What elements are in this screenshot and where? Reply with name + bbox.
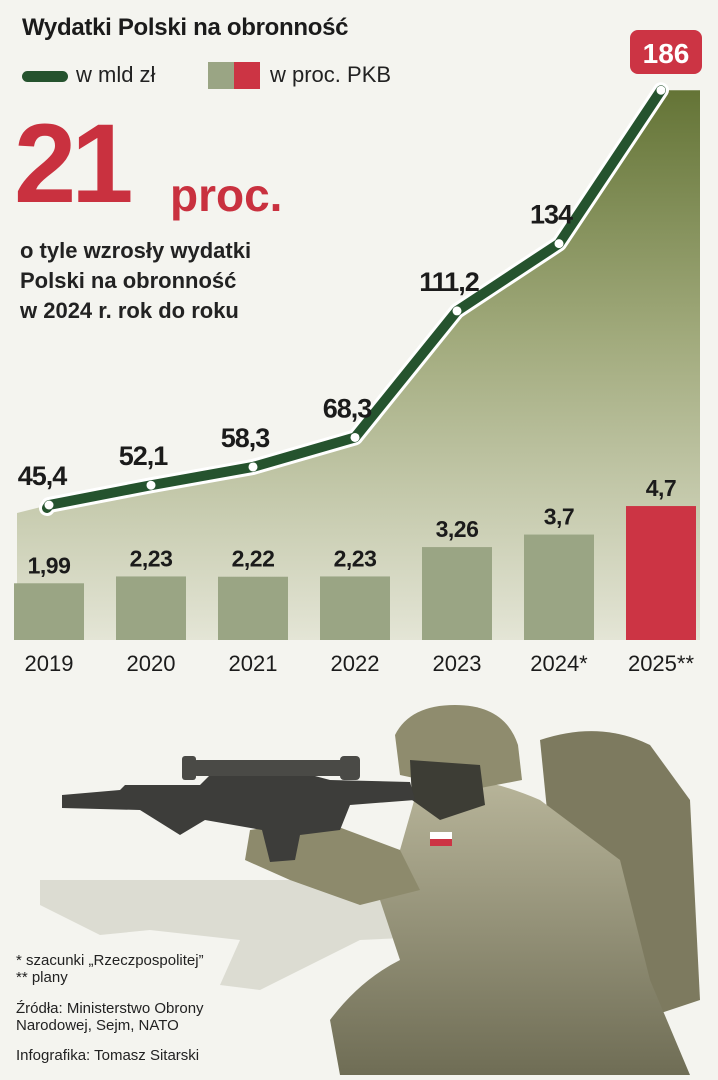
bar-2020 [116, 576, 186, 640]
category-label-3: 2022 [331, 651, 380, 676]
bar-label-5: 3,7 [544, 504, 574, 530]
line-label-6: 186 [643, 38, 690, 69]
line-point-2020 [146, 480, 156, 490]
bars-layer [14, 506, 696, 640]
soldier-illustration [62, 705, 700, 1075]
legend-bar-swatch-green [208, 62, 234, 89]
sources: Źródła: Ministerstwo Obrony Narodowej, S… [16, 1000, 204, 1034]
area-fill-layer [17, 90, 700, 641]
credit: Infografika: Tomasz Sitarski [16, 1047, 200, 1064]
highlight-unit: proc. [170, 169, 283, 221]
line-point-2024 [554, 239, 564, 249]
highlight-line-2: Polski na obronność [20, 268, 237, 293]
sources-line-2: Narodowej, Sejm, NATO [16, 1017, 179, 1034]
labels-layer: 45,4 52,1 58,3 68,3 111,2 134 186 1,99 2,23 2,22 2… [18, 30, 702, 676]
bar-label-4: 3,26 [436, 516, 479, 542]
line-point-2021 [248, 462, 258, 472]
bar-label-1: 2,23 [130, 545, 173, 571]
line-label-box [630, 30, 702, 74]
footnote-plans: ** plany [16, 969, 68, 986]
bar-2021 [218, 576, 288, 640]
line-label-4: 111,2 [419, 267, 479, 297]
category-label-2: 2021 [229, 651, 278, 676]
line-label-0: 45,4 [18, 461, 68, 491]
highlight-number: 21 [14, 101, 134, 226]
line-series [42, 85, 666, 513]
legend-line-label: w mld zł [76, 62, 156, 87]
category-label-0: 2019 [25, 651, 74, 676]
category-label-5: 2024* [530, 651, 588, 676]
category-label-1: 2020 [127, 651, 176, 676]
category-label-4: 2023 [433, 651, 482, 676]
line-label-5: 134 [530, 200, 573, 230]
footnote-estimates: * szacunki „Rzeczpospolitej” [16, 952, 204, 969]
bar-2023 [422, 547, 492, 640]
legend-line-swatch [22, 71, 68, 82]
bar-2022 [320, 576, 390, 640]
bar-label-3: 2,23 [334, 545, 377, 571]
shadow-illustration [40, 880, 470, 990]
bar-label-2: 2,22 [232, 546, 275, 572]
line-label-highlight: 186 [630, 30, 702, 74]
highlight-description: o tyle wzrosły wydatki Polski na obronno… [20, 236, 251, 326]
highlight-line-3: w 2024 r. rok do roku [20, 298, 239, 323]
legend-bar-label: w proc. PKB [270, 62, 392, 87]
line-layer [39, 82, 669, 516]
line-label-1: 52,1 [119, 441, 169, 471]
line-point-2023 [452, 306, 462, 316]
highlight-line-1: o tyle wzrosły wydatki [20, 238, 252, 263]
bar-2025 [626, 506, 696, 640]
line-point-2022 [350, 432, 360, 442]
line-area-fill [17, 90, 700, 641]
legend-bar-swatch-red [234, 62, 260, 89]
bar-2024 [524, 534, 594, 640]
bar-2019 [14, 583, 84, 640]
line-point-2019 [44, 500, 54, 510]
sources-line-1: Źródła: Ministerstwo Obrony [16, 1000, 204, 1017]
line-label-3: 68,3 [323, 393, 373, 423]
line-label-2: 58,3 [221, 423, 271, 453]
line-point-2025 [656, 85, 666, 95]
bar-label-0: 1,99 [28, 552, 71, 578]
bar-label-6: 4,7 [646, 475, 676, 501]
footnotes: * szacunki „Rzeczpospolitej” ** plany [16, 952, 204, 986]
chart-title: Wydatki Polski na obronność [22, 14, 349, 41]
category-label-6: 2025** [628, 651, 695, 676]
